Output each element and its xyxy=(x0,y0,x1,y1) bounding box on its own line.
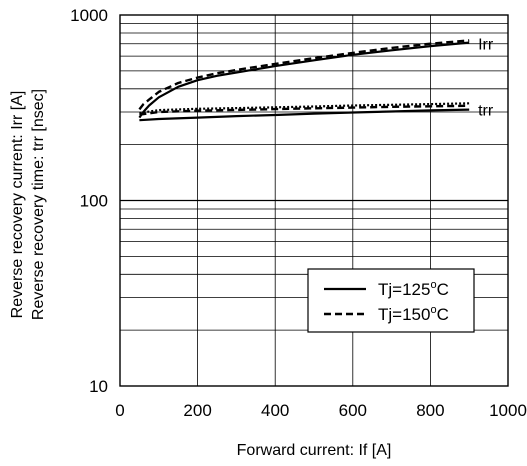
legend-box xyxy=(307,268,475,333)
y-tick-label-2: 1000 xyxy=(70,6,108,25)
series-line-0 xyxy=(138,41,470,119)
series-label-trr: trr xyxy=(478,102,494,119)
x-tick-label-0: 0 xyxy=(115,401,124,420)
legend-layer: Tj=125oC Tj=150oC xyxy=(307,268,475,333)
y-axis-title-line-1: Reverse recovery time: trr [nsec] xyxy=(30,89,47,320)
plot-frame xyxy=(119,14,509,387)
y-tick-label-1: 100 xyxy=(80,192,108,211)
x-tick-label-4: 800 xyxy=(416,401,444,420)
series-line-1 xyxy=(138,39,470,111)
tick-layer: 0 200 400 600 800 1000 10 100 1000 xyxy=(70,6,527,420)
x-tick-label-3: 600 xyxy=(339,401,367,420)
legend-label-1: Tj=150oC xyxy=(378,304,449,324)
x-axis-title: Forward current: If [A] xyxy=(237,442,392,459)
series-layer xyxy=(138,39,470,122)
label-layer: Forward current: If [A] Reverse recovery … xyxy=(9,37,494,459)
series-line-3 xyxy=(139,104,470,116)
series-label-irr: Irr xyxy=(478,37,494,54)
x-tick-label-2: 400 xyxy=(261,401,289,420)
x-tick-label-1: 200 xyxy=(183,401,211,420)
y-tick-label-0: 10 xyxy=(89,377,108,396)
grid-layer xyxy=(120,15,508,386)
legend-label-0: Tj=125oC xyxy=(378,279,449,299)
x-tick-label-5: 1000 xyxy=(489,401,527,420)
series-line-2 xyxy=(139,108,470,122)
y-axis-title-line-0: Reverse recovery current: Irr [A] xyxy=(9,91,26,319)
